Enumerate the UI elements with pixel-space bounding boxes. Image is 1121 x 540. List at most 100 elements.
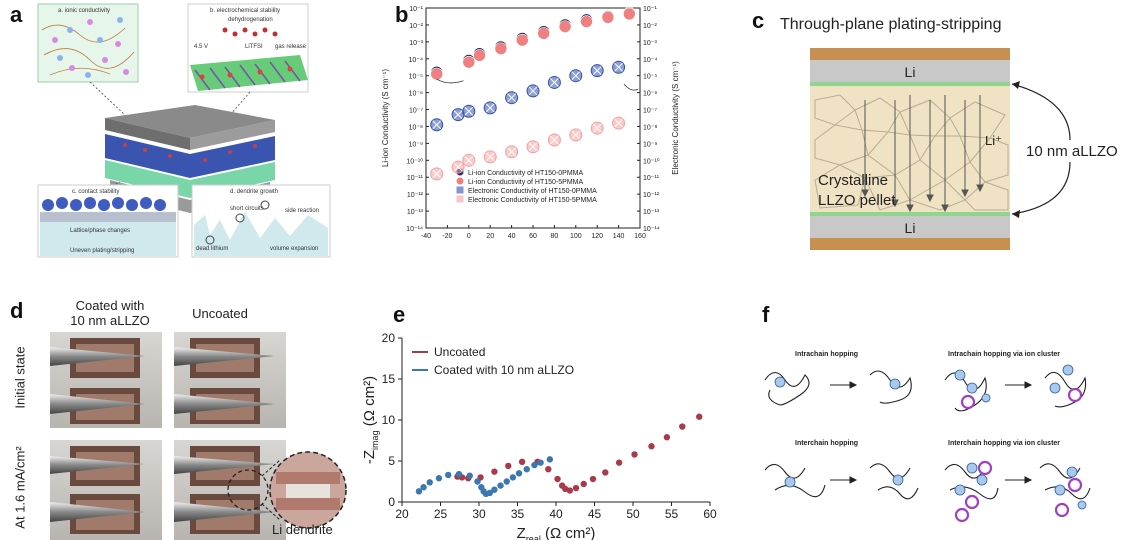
col-header-coated-1: Coated with: [75, 298, 145, 313]
li-ion-label: Li⁺: [985, 133, 1002, 148]
chart-b-point-cross: [453, 162, 463, 172]
pellet-label-2: LLZO pellet: [818, 192, 896, 209]
chart-b-ylabel: Li-ion Conductivity (S cm⁻¹): [381, 69, 390, 167]
chart-b-point: [516, 33, 529, 47]
chart-e-point: [631, 451, 638, 458]
dendrite-label: Li dendrite: [272, 522, 333, 537]
chart-b-point: [580, 15, 593, 28]
chart-b-y2tick-label: 10⁻¹⁴: [643, 226, 660, 233]
chart-b-ytick-label: 10⁻¹¹: [407, 175, 424, 182]
col-header-coated: Coated with 10 nm aLLZO: [60, 298, 160, 328]
chart-b-legend-marker: [456, 195, 464, 203]
chart-b-xtick-label: 0: [467, 233, 471, 240]
chart-e-point: [572, 484, 580, 492]
chart-e-ylabel-unit: (Ω cm²): [361, 376, 378, 431]
chart-e-point: [679, 423, 686, 430]
chart-b-point-cross: [432, 169, 442, 179]
chart-b-ytick-label: 10⁻¹³: [407, 209, 424, 216]
chart-b-legend-marker: [456, 186, 464, 194]
chart-b-ytick-label: 10⁻⁵: [409, 74, 423, 81]
chart-e-xtick-label: 20: [395, 507, 409, 521]
chart-b-point-cross: [507, 147, 516, 157]
chart-e-xtick-label: 30: [472, 507, 486, 521]
label-dead: dead lithium: [196, 246, 228, 252]
chart-b-point: [537, 27, 550, 40]
chart-b-xtick-label: 60: [529, 233, 537, 240]
chart-b-xtick-label: 140: [613, 233, 625, 240]
chart-b-point-cross: [614, 62, 623, 72]
panel-label-c: c: [752, 8, 765, 33]
panel-label-b: b: [395, 2, 409, 27]
chart-e-xlabel-main: Z: [517, 525, 526, 540]
chart-b-ytick-label: 10⁻¹⁰: [406, 157, 423, 165]
chart-b-y2tick-label: 10⁻⁹: [643, 141, 657, 148]
chart-e-ytick-label: 15: [382, 372, 396, 386]
chart-e-point: [602, 469, 609, 476]
row-label-initial: Initial state: [12, 346, 28, 409]
chart-e-xtick-label: 40: [549, 507, 563, 521]
chart-b-y2tick-label: 10⁻¹³: [643, 209, 660, 216]
chart-b-y2tick-label: 10⁻¹¹: [643, 175, 660, 182]
chart-b-y2label: Electronic Conductivity (S cm⁻¹): [671, 61, 680, 175]
chart-b-y2tick-label: 10⁻⁷: [643, 108, 657, 115]
chart-b-ytick-label: 10⁻⁴: [409, 57, 424, 64]
chart-b-point: [569, 69, 583, 83]
chart-b-y2tick-label: 10⁻⁸: [643, 124, 657, 131]
chart-b-point-cross: [464, 155, 474, 165]
chart-e-ytick-label: 20: [382, 331, 396, 345]
label-interchain-cluster: Interchain hopping via ion cluster: [948, 440, 1060, 447]
chart-e-point: [566, 487, 574, 494]
chart-e-xtick-label: 25: [434, 507, 448, 521]
chart-b-point: [505, 145, 519, 159]
arrow-left: [436, 78, 464, 84]
chart-e-point: [466, 472, 473, 479]
chart-b-legend-label: Electronic Conductivity of HT150-5PMMA: [468, 197, 597, 204]
chart-e-ylabel-main: -Z: [361, 450, 378, 464]
chart-b-point: [547, 75, 561, 89]
chart-e-point: [546, 456, 554, 463]
chart-b-point: [623, 7, 636, 21]
chart-b-point-cross: [550, 135, 559, 145]
pellet-label-1: Crystalline: [818, 172, 888, 189]
chart-b-point-cross: [453, 110, 463, 119]
arrow-right: [623, 83, 639, 91]
chart-e-point: [420, 484, 427, 491]
chart-e-point: [515, 470, 523, 477]
chart-b-point-cross: [550, 78, 559, 87]
chart-b-point: [590, 64, 604, 78]
chart-b-point: [451, 160, 465, 174]
chart-b-point: [558, 20, 572, 33]
chart-e-point: [486, 489, 493, 497]
chart-b-point: [494, 42, 508, 55]
chart-b-point-cross: [592, 66, 602, 75]
panel-d-photos: [50, 332, 347, 540]
chart-b-xtick-label: 120: [591, 233, 603, 240]
chart-b-y2tick-label: 10⁻²: [643, 23, 657, 30]
chart-b-xtick-label: -20: [442, 233, 452, 240]
chart-e-xtick-label: 50: [626, 507, 640, 521]
chart-b-point: [451, 108, 465, 122]
chart-e-point: [531, 461, 538, 469]
chart-b-y2tick-label: 10⁻¹⁰: [643, 157, 660, 165]
label-interphase: Lattice/phase changes: [70, 228, 130, 234]
label-dendrite: d. dendrite growth: [230, 189, 278, 195]
label-interchain: Interchain hopping: [795, 440, 858, 447]
chart-b-legend-label: Electronic Conductivity of HT150-0PMMA: [468, 188, 597, 195]
chart-b-y2tick-label: 10⁻⁶: [643, 91, 657, 98]
panel-label-a: a: [10, 2, 23, 27]
chart-b-ytick-label: 10⁻⁸: [409, 124, 423, 131]
chart-b-point-cross: [485, 152, 495, 162]
chart-b-point-cross: [528, 142, 538, 152]
chart-b-ytick-label: 10⁻³: [409, 40, 423, 47]
chart-e-xtick-label: 60: [703, 507, 717, 521]
chart-b-legend-label: Li-ion Conductivity of HT150-5PMMA: [468, 179, 583, 186]
chart-b-point-cross: [592, 123, 602, 133]
panel-c-diagram: Li Li⁺ Crystalline LLZO pellet Li 10 nm …: [810, 48, 1118, 250]
chart-e-point: [663, 434, 671, 441]
chart-b-point: [483, 101, 497, 115]
chart-b-y2tick-label: 10⁻⁴: [643, 57, 658, 64]
chart-e-ylabel: -Zimag (Ω cm²): [361, 376, 380, 464]
chart-b-point-cross: [614, 118, 623, 128]
chart-e-point: [580, 480, 587, 488]
chart-e-point: [537, 459, 544, 466]
